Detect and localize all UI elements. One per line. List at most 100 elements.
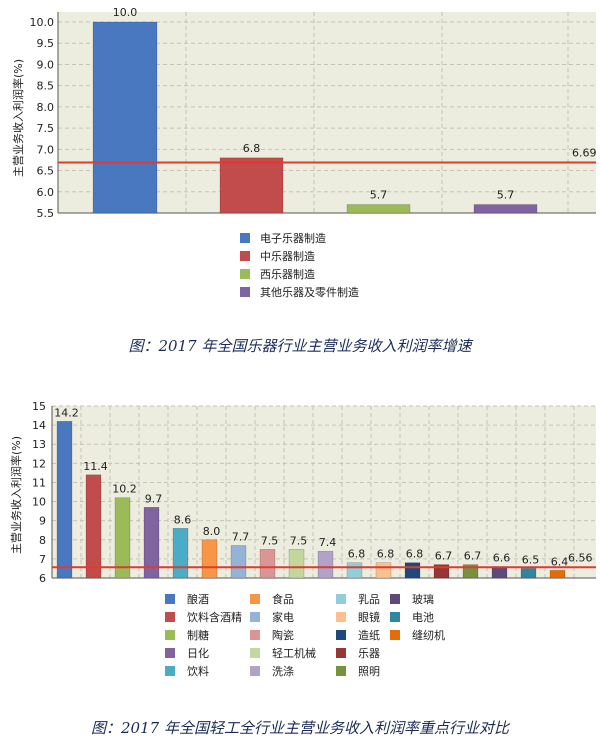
- legend-swatch: [336, 666, 346, 676]
- bar-value-label: 7.5: [290, 534, 308, 547]
- y-axis-title: 主营业务收入利润率(%): [9, 436, 23, 554]
- legend-label: 中乐器制造: [260, 249, 315, 263]
- legend-swatch: [336, 630, 346, 640]
- legend-label: 家电: [272, 610, 294, 624]
- bar-value-label: 6.8: [348, 548, 366, 561]
- legend-swatch: [336, 612, 346, 622]
- legend-swatch: [250, 666, 260, 676]
- y-tick-label: 6.5: [37, 165, 55, 178]
- legend-swatch: [390, 612, 400, 622]
- bar-value-label: 9.7: [145, 492, 163, 505]
- legend-swatch: [250, 612, 260, 622]
- reference-line-label: 6.56: [568, 551, 593, 564]
- y-tick-label: 9: [39, 515, 46, 528]
- legend-swatch: [165, 648, 175, 658]
- bar-value-label: 5.7: [497, 189, 515, 202]
- bar-6: [201, 539, 218, 579]
- y-tick-label: 6: [39, 572, 46, 585]
- legend-swatch: [240, 251, 250, 261]
- y-tick-label: 11: [32, 476, 46, 489]
- legend-label: 洗涤: [272, 664, 294, 678]
- bar-2: [219, 157, 284, 214]
- y-tick-label: 13: [32, 438, 46, 451]
- bar-value-label: 7.4: [319, 536, 337, 549]
- legend-label: 饮料含酒精: [187, 610, 242, 624]
- bar-value-label: 6.8: [406, 548, 424, 561]
- bar-value-label: 6.4: [551, 555, 569, 568]
- legend-swatch: [250, 648, 260, 658]
- y-tick-label: 7: [39, 553, 46, 566]
- legend-swatch: [240, 233, 250, 243]
- legend-label: 酿酒: [187, 592, 209, 606]
- bar-value-label: 8.0: [203, 525, 221, 538]
- legend-label: 眼镜: [358, 610, 380, 624]
- bar-1: [92, 21, 158, 214]
- legend-label: 轻工机械: [272, 646, 316, 660]
- reference-line-label: 6.69: [572, 146, 597, 159]
- bar-4: [473, 204, 538, 214]
- bar-value-label: 14.2: [54, 406, 79, 419]
- legend-swatch: [390, 630, 400, 640]
- legend-label: 饮料: [187, 664, 209, 678]
- legend-swatch: [250, 630, 260, 640]
- legend-label: 日化: [187, 646, 209, 660]
- chart-instrument-profit-margin: 10.0 9.5 9.0 8.5 8.0 7.5 7.0 6.5 6.0 5.5 10.0 6.8 5.…: [11, 6, 597, 299]
- bar-value-label: 5.7: [370, 189, 388, 202]
- bar-13: [404, 562, 421, 579]
- bar-value-label: 6.7: [435, 550, 453, 563]
- bar-value-label: 7.5: [261, 534, 279, 547]
- bar-3: [114, 497, 131, 579]
- y-tick-label: 12: [32, 457, 46, 470]
- chart-light-industry-profit-margin: 15 14 13 12 11 10 9 8 7 6 14.2 11.4 10.2 9.7 8.6 8.0 7.7…: [9, 400, 596, 678]
- bar-value-label: 8.6: [174, 513, 192, 526]
- legend-label: 食品: [272, 592, 294, 606]
- legend-swatch: [390, 594, 400, 604]
- bar-1: [56, 420, 73, 579]
- y-tick-label: 15: [32, 400, 46, 413]
- bar-value-label: 6.6: [493, 552, 511, 565]
- legend-label: 陶瓷: [272, 628, 294, 642]
- y-axis-title: 主营业务收入利润率(%): [11, 59, 25, 177]
- bar-value-label: 11.4: [83, 460, 108, 473]
- legend-label: 其他乐器及零件制造: [260, 285, 359, 299]
- bar-9: [288, 549, 305, 579]
- bar-10: [317, 550, 334, 579]
- y-tick-label: 7.0: [37, 143, 55, 156]
- plot-area: [52, 406, 596, 578]
- legend-swatch: [165, 612, 175, 622]
- legend-swatch: [165, 666, 175, 676]
- bar-2: [85, 474, 102, 579]
- legend-label: 缝纫机: [412, 628, 445, 642]
- legend-label: 乳品: [358, 593, 380, 606]
- legend-label: 西乐器制造: [260, 267, 315, 281]
- legend-swatch: [336, 648, 346, 658]
- y-tick-label: 8.0: [37, 101, 55, 114]
- bar-12: [375, 562, 392, 579]
- bar-17: [520, 568, 537, 579]
- legend-label: 电子乐器制造: [260, 231, 326, 245]
- bar-3: [346, 204, 411, 214]
- legend-swatch: [336, 594, 346, 604]
- y-tick-label: 5.5: [37, 207, 55, 220]
- legend-swatch: [165, 630, 175, 640]
- legend-swatch: [240, 269, 250, 279]
- y-tick-label: 7.5: [37, 122, 55, 135]
- chart-1-caption: 图：2017 年全国乐器行业主营业务收入利润率增速: [128, 337, 472, 355]
- legend-swatch: [240, 287, 250, 297]
- bar-4: [143, 506, 160, 579]
- legend-label: 乐器: [358, 647, 380, 660]
- legend-label: 玻璃: [412, 592, 434, 606]
- y-tick-label: 8: [39, 534, 46, 547]
- bar-value-label: 6.7: [464, 550, 482, 563]
- bar-value-label: 6.8: [243, 142, 261, 155]
- bar-18: [549, 570, 566, 579]
- y-tick-label: 10.0: [30, 16, 55, 29]
- y-tick-label: 9.0: [37, 58, 55, 71]
- legend-label: 制糖: [187, 628, 209, 642]
- y-tick-label: 8.5: [37, 80, 55, 93]
- bar-value-label: 10.0: [113, 6, 138, 19]
- legend-swatch: [250, 594, 260, 604]
- bar-5: [172, 528, 189, 579]
- legend-label: 造纸: [358, 628, 380, 642]
